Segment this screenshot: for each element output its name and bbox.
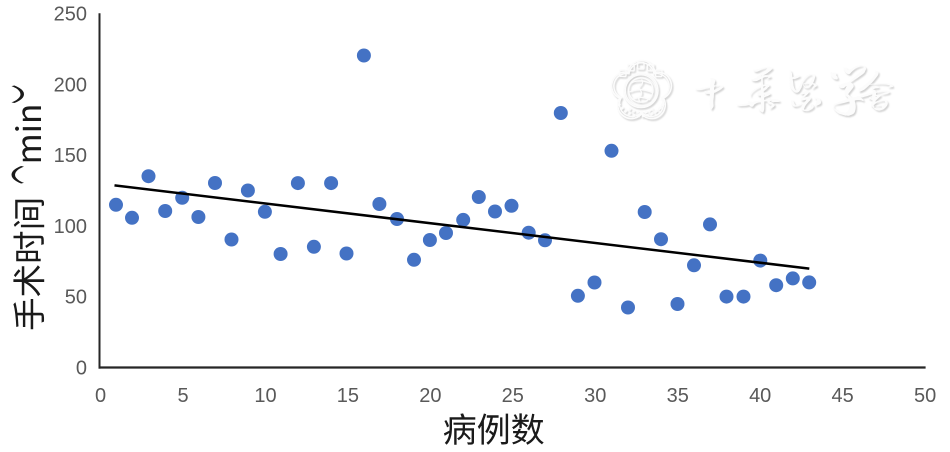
svg-text:200: 200	[54, 74, 87, 96]
svg-text:50: 50	[914, 385, 936, 407]
svg-text:150: 150	[54, 145, 87, 167]
svg-text:30: 30	[584, 385, 606, 407]
svg-text:250: 250	[54, 4, 87, 26]
svg-text:100: 100	[54, 216, 87, 238]
svg-text:15: 15	[337, 385, 359, 407]
svg-text:20: 20	[419, 385, 441, 407]
svg-text:0: 0	[76, 358, 87, 380]
svg-text:25: 25	[502, 385, 524, 407]
svg-text:0: 0	[95, 385, 106, 407]
svg-text:45: 45	[831, 385, 853, 407]
svg-text:35: 35	[667, 385, 689, 407]
svg-text:5: 5	[177, 385, 188, 407]
svg-text:10: 10	[254, 385, 276, 407]
svg-text:40: 40	[749, 385, 771, 407]
svg-text:50: 50	[65, 287, 87, 309]
